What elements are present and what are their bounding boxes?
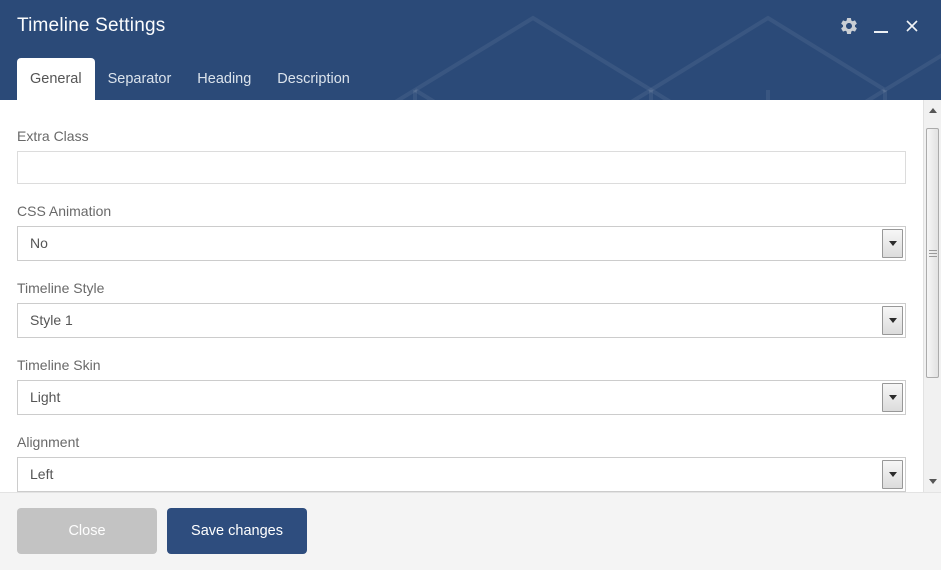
thumb-grip-icon <box>928 252 937 254</box>
close-window-button[interactable] <box>903 17 921 35</box>
arrow-down-icon <box>928 479 937 484</box>
form-row-alignment: Alignment Left <box>17 434 906 492</box>
tab-heading[interactable]: Heading <box>197 71 252 87</box>
chevron-down-icon <box>888 395 897 400</box>
tab-bar: General Separator Heading Description <box>17 58 363 100</box>
scroll-down-button[interactable] <box>924 473 941 490</box>
minimize-button[interactable] <box>874 19 888 33</box>
dialog-title: Timeline Settings <box>17 15 166 36</box>
thumb-grip-icon <box>928 255 937 257</box>
extra-class-label: Extra Class <box>17 128 89 144</box>
isometric-cube-pattern <box>394 15 941 100</box>
extra-class-input[interactable] <box>17 151 906 184</box>
vertical-scrollbar[interactable] <box>923 100 941 492</box>
thumb-grip-icon <box>928 249 937 251</box>
chevron-down-icon <box>888 472 897 477</box>
window-controls <box>839 16 921 36</box>
form-row-extra-class: Extra Class <box>17 128 906 184</box>
chevron-down-icon <box>888 318 897 323</box>
form-row-css-animation: CSS Animation No <box>17 203 906 261</box>
css-animation-label: CSS Animation <box>17 203 112 219</box>
css-animation-select[interactable]: No <box>17 226 906 261</box>
form-row-timeline-style: Timeline Style Style 1 <box>17 280 906 338</box>
settings-gear-button[interactable] <box>839 16 859 36</box>
dialog-body: Extra Class CSS Animation No Timeline St… <box>0 100 923 492</box>
form-row-timeline-skin: Timeline Skin Light <box>17 357 906 415</box>
timeline-skin-value: Light <box>30 389 61 405</box>
scrollbar-thumb[interactable] <box>926 128 939 378</box>
dialog-footer: Close Save changes <box>0 492 941 570</box>
alignment-value: Left <box>30 466 54 482</box>
timeline-skin-dropdown-button[interactable] <box>882 383 903 412</box>
tab-description[interactable]: Description <box>277 71 350 87</box>
close-icon <box>906 20 918 32</box>
dialog-header: Timeline Settings General Separator Head… <box>0 0 941 100</box>
css-animation-value: No <box>30 235 48 251</box>
save-changes-button[interactable]: Save changes <box>167 508 307 554</box>
tab-general[interactable]: General <box>17 58 95 100</box>
arrow-up-icon <box>928 108 937 113</box>
timeline-style-value: Style 1 <box>30 312 73 328</box>
minimize-icon <box>874 31 888 33</box>
close-button[interactable]: Close <box>17 508 157 554</box>
css-animation-dropdown-button[interactable] <box>882 229 903 258</box>
gear-icon <box>841 18 857 34</box>
chevron-down-icon <box>888 241 897 246</box>
timeline-skin-label: Timeline Skin <box>17 357 101 373</box>
timeline-style-label: Timeline Style <box>17 280 105 296</box>
tab-separator[interactable]: Separator <box>107 71 172 87</box>
alignment-label: Alignment <box>17 434 80 450</box>
timeline-style-select[interactable]: Style 1 <box>17 303 906 338</box>
timeline-style-dropdown-button[interactable] <box>882 306 903 335</box>
timeline-skin-select[interactable]: Light <box>17 380 906 415</box>
alignment-dropdown-button[interactable] <box>882 460 903 489</box>
scroll-up-button[interactable] <box>924 102 941 119</box>
alignment-select[interactable]: Left <box>17 457 906 492</box>
